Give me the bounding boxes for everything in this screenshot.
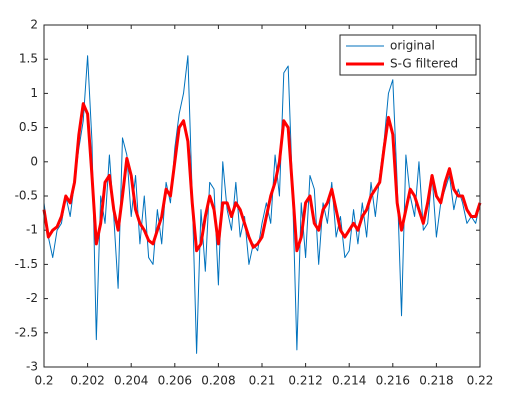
y-tick-label: -0.5 (15, 189, 38, 203)
y-tick-label: -2.5 (15, 325, 38, 339)
legend-label: original (390, 39, 435, 53)
y-tick-label: 2 (30, 18, 38, 32)
series-line (43, 55, 481, 354)
y-tick-label: 1 (30, 86, 38, 100)
legend-box (339, 34, 477, 76)
series-line (42, 102, 482, 253)
y-tick-label: -1 (26, 223, 38, 237)
y-tick-label: 0 (30, 154, 38, 168)
y-tick-label: 1.5 (19, 52, 38, 66)
x-tick-label: 0.2 (34, 374, 53, 388)
y-tick-label: 0.5 (19, 120, 38, 134)
x-tick-label: 0.206 (158, 374, 192, 388)
x-tick-label: 0.218 (419, 374, 453, 388)
axes-box (43, 24, 481, 368)
y-tick-label: -2 (26, 291, 38, 305)
y-tick-label: -3 (26, 360, 38, 374)
y-tick-label: -1.5 (15, 257, 38, 271)
x-tick-label: 0.204 (114, 374, 148, 388)
x-tick-label: 0.202 (70, 374, 104, 388)
x-tick-label: 0.208 (201, 374, 235, 388)
x-tick-label: 0.212 (288, 374, 322, 388)
legend-label: S-G filtered (390, 57, 458, 71)
x-tick-label: 0.21 (249, 374, 276, 388)
x-tick-label: 0.22 (467, 374, 494, 388)
x-tick-label: 0.216 (376, 374, 410, 388)
x-tick-label: 0.214 (332, 374, 366, 388)
